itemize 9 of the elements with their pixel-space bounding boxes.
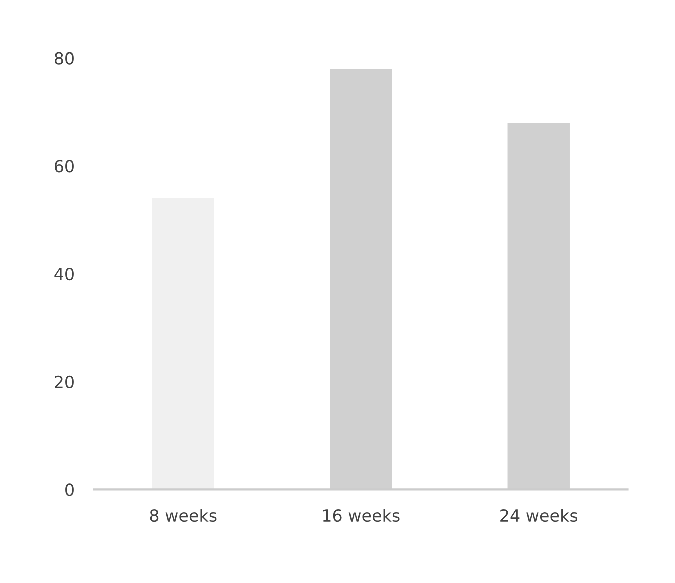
- x-tick-label: 8 weeks: [150, 509, 217, 522]
- x-tick-label: 24 weeks: [500, 509, 578, 522]
- x-tick-label: 16 weeks: [323, 509, 400, 522]
- y-tick-label: 40: [54, 268, 74, 281]
- y-tick-label: 0: [66, 484, 74, 496]
- bar: [152, 198, 214, 490]
- y-tick-label: 60: [55, 160, 74, 173]
- y-tick-label: 20: [55, 376, 74, 388]
- y-tick-label: 80: [54, 52, 74, 65]
